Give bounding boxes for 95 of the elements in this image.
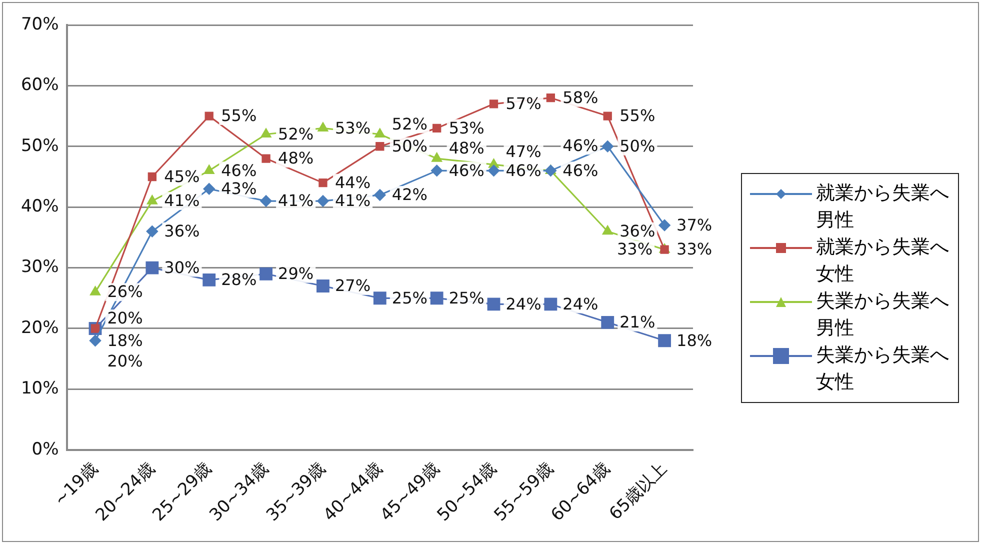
point <box>489 100 498 108</box>
data-label: 18% <box>107 330 143 350</box>
point <box>602 226 613 235</box>
legend-label: 失業から失業へ女性 <box>816 343 950 395</box>
data-label: 53% <box>448 118 484 138</box>
data-label: 33% <box>676 240 712 259</box>
data-label: 48% <box>278 148 314 168</box>
point <box>660 245 669 254</box>
point <box>317 195 329 207</box>
y-tick-label: 10% <box>20 378 59 399</box>
data-label: 50% <box>392 136 428 156</box>
point <box>376 142 384 151</box>
point <box>373 292 386 305</box>
data-label: 27% <box>334 276 371 296</box>
data-label: 55% <box>620 106 656 126</box>
y-tick-label: 0% <box>32 439 59 460</box>
data-label: 36% <box>164 222 200 241</box>
point <box>90 286 100 296</box>
point <box>432 124 442 133</box>
data-label: 57% <box>506 94 542 114</box>
data-label: 26% <box>107 282 143 302</box>
y-tick-label: 20% <box>20 318 59 338</box>
point <box>488 164 500 176</box>
data-label: 46% <box>448 160 484 180</box>
data-label: 24% <box>506 294 542 314</box>
data-label: 55% <box>221 106 257 126</box>
data-label: 25% <box>448 288 484 308</box>
point <box>204 112 214 120</box>
data-label: 52% <box>278 124 314 144</box>
point <box>487 298 500 311</box>
data-label: 53% <box>334 118 371 138</box>
data-label: 24% <box>562 294 598 314</box>
point <box>658 334 671 348</box>
point <box>430 292 444 305</box>
point <box>658 220 670 232</box>
data-label: 46% <box>221 160 257 180</box>
y-tick-label: 70% <box>20 14 59 34</box>
data-label: 47% <box>506 142 542 161</box>
y-tick-label: 30% <box>20 257 59 278</box>
data-label: 37% <box>676 215 712 234</box>
point <box>146 226 158 238</box>
data-label: 45% <box>164 166 200 186</box>
point <box>316 280 330 292</box>
data-label: 33% <box>616 240 653 259</box>
data-label: 48% <box>448 138 484 158</box>
point <box>148 172 157 182</box>
point <box>203 183 215 195</box>
data-label: 20% <box>107 352 143 371</box>
data-label: 43% <box>221 179 257 198</box>
data-label: 29% <box>278 264 314 284</box>
point <box>147 195 158 204</box>
point <box>260 128 272 138</box>
y-tick-label: 50% <box>20 136 59 156</box>
legend-label: 失業から失業へ男性 <box>816 289 950 341</box>
point <box>603 112 612 120</box>
point <box>262 154 270 163</box>
point <box>204 164 214 174</box>
data-label: 30% <box>164 258 200 277</box>
point <box>546 94 556 102</box>
data-label: 28% <box>221 270 257 290</box>
data-label: 58% <box>562 88 598 107</box>
point <box>602 140 614 152</box>
y-tick-label: 60% <box>20 75 59 96</box>
point <box>431 164 443 176</box>
point <box>601 316 614 329</box>
data-label: 44% <box>334 172 371 192</box>
legend-label: 就業から失業へ男性 <box>816 181 950 233</box>
point <box>318 122 328 132</box>
data-label: 18% <box>676 330 712 350</box>
data-label: 50% <box>620 136 656 156</box>
point <box>544 164 556 176</box>
point <box>318 178 328 188</box>
data-label: 36% <box>620 222 656 241</box>
point <box>260 195 272 207</box>
data-label: 21% <box>620 312 656 332</box>
data-label: 25% <box>392 288 428 308</box>
point <box>374 128 386 138</box>
data-label: 41% <box>164 191 200 210</box>
point <box>202 273 216 286</box>
data-label: 46% <box>506 160 542 180</box>
legend-label: 就業から失業へ女性 <box>816 235 950 287</box>
point <box>544 298 558 311</box>
point <box>432 152 442 162</box>
data-label: 20% <box>107 308 143 328</box>
data-label: 46% <box>562 136 598 155</box>
data-label: 42% <box>392 185 428 204</box>
y-tick-label: 40% <box>20 196 59 217</box>
point <box>260 267 272 280</box>
data-label: 41% <box>278 191 314 210</box>
point <box>374 189 386 201</box>
point <box>146 261 159 274</box>
data-label: 41% <box>334 191 371 210</box>
data-label: 52% <box>392 114 428 134</box>
point <box>89 334 102 346</box>
data-label: 46% <box>562 160 598 180</box>
